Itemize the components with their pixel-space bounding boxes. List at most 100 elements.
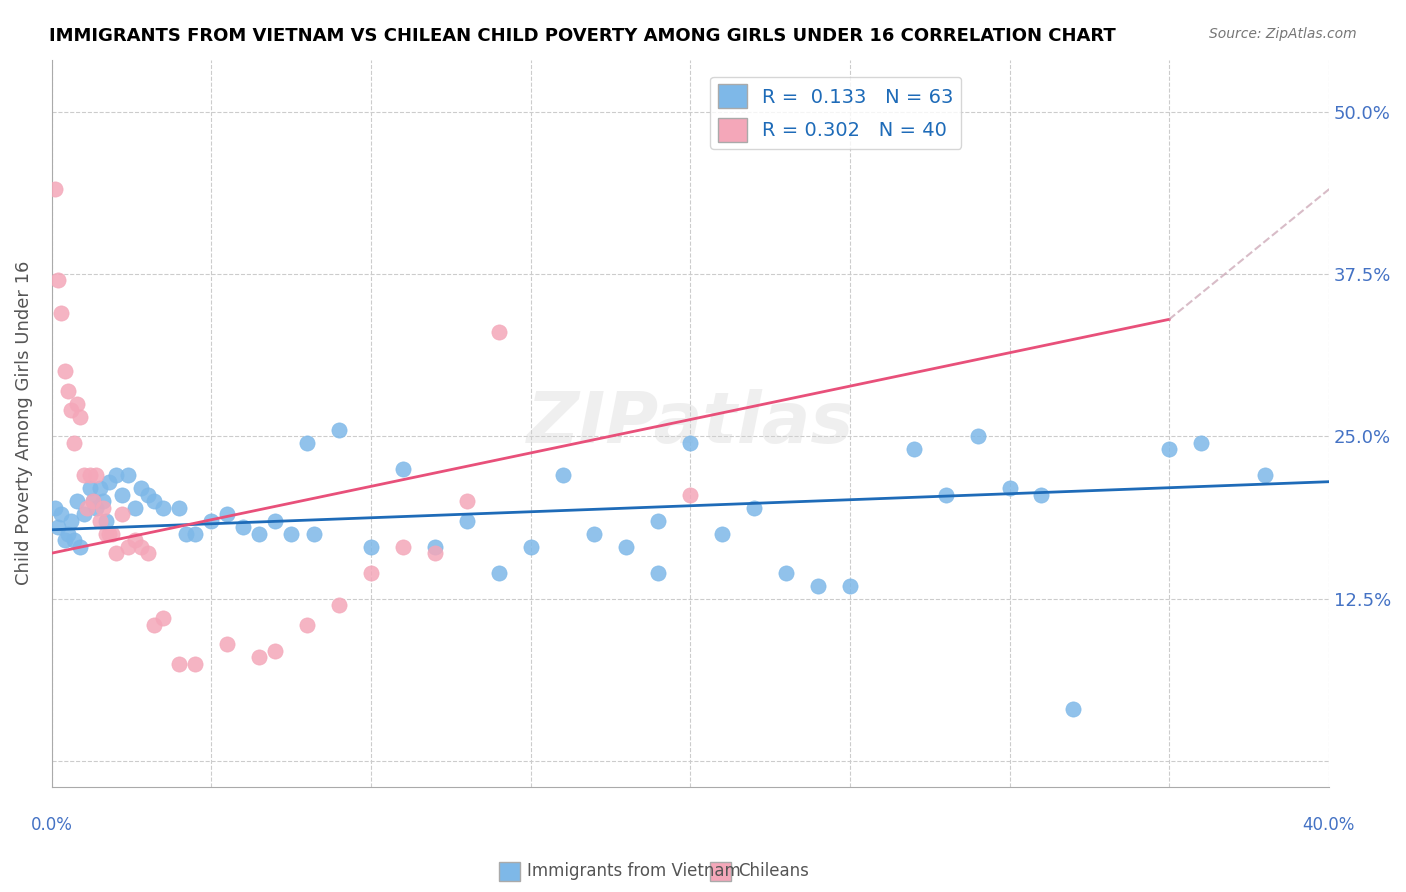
Point: [247, 526, 270, 541]
Text: ZIPatlas: ZIPatlas: [527, 389, 853, 458]
Legend: R =  0.133   N = 63, R = 0.302   N = 40: R = 0.133 N = 63, R = 0.302 N = 40: [710, 77, 962, 149]
Point: [232, 520, 254, 534]
Point: [44, 500, 66, 515]
Point: [86, 468, 108, 483]
Point: [66, 494, 89, 508]
Point: [98, 475, 121, 489]
Point: [124, 533, 146, 548]
Point: [94, 514, 117, 528]
Point: [488, 566, 510, 580]
Text: 40.0%: 40.0%: [1302, 816, 1355, 834]
Point: [46, 273, 69, 287]
Point: [82, 494, 104, 508]
Point: [136, 488, 159, 502]
Point: [69, 409, 91, 424]
Point: [328, 423, 350, 437]
Point: [69, 540, 91, 554]
Point: [302, 526, 325, 541]
Point: [360, 566, 382, 580]
Point: [1062, 702, 1084, 716]
Point: [82, 494, 104, 508]
Point: [295, 435, 318, 450]
Point: [935, 488, 957, 502]
Point: [59, 403, 82, 417]
Point: [142, 494, 165, 508]
Point: [679, 488, 702, 502]
Y-axis label: Child Poverty Among Girls Under 16: Child Poverty Among Girls Under 16: [15, 261, 32, 585]
Point: [44, 182, 66, 196]
Point: [104, 468, 127, 483]
Point: [742, 500, 765, 515]
Point: [59, 514, 82, 528]
Text: Source: ZipAtlas.com: Source: ZipAtlas.com: [1209, 27, 1357, 41]
Point: [295, 617, 318, 632]
Point: [519, 540, 541, 554]
Point: [98, 526, 121, 541]
Point: [89, 481, 111, 495]
Point: [264, 643, 287, 657]
Point: [360, 540, 382, 554]
Point: [152, 611, 174, 625]
Point: [423, 540, 446, 554]
Point: [1254, 468, 1277, 483]
Point: [217, 507, 239, 521]
Point: [551, 468, 574, 483]
Point: [200, 514, 222, 528]
Point: [184, 526, 207, 541]
Point: [392, 461, 415, 475]
Point: [91, 500, 114, 515]
Point: [101, 526, 124, 541]
Point: [1189, 435, 1212, 450]
Point: [217, 637, 239, 651]
Point: [66, 397, 89, 411]
Point: [184, 657, 207, 671]
Point: [117, 540, 139, 554]
Point: [174, 526, 197, 541]
Text: Chileans: Chileans: [738, 863, 808, 880]
Point: [91, 494, 114, 508]
Point: [488, 326, 510, 340]
Point: [51, 507, 73, 521]
Point: [104, 546, 127, 560]
Point: [647, 566, 669, 580]
Point: [711, 526, 734, 541]
Point: [423, 546, 446, 560]
Text: IMMIGRANTS FROM VIETNAM VS CHILEAN CHILD POVERTY AMONG GIRLS UNDER 16 CORRELATIO: IMMIGRANTS FROM VIETNAM VS CHILEAN CHILD…: [49, 27, 1116, 45]
Point: [76, 500, 98, 515]
Point: [94, 526, 117, 541]
Point: [142, 617, 165, 632]
Point: [63, 435, 86, 450]
Point: [111, 507, 134, 521]
Point: [169, 500, 191, 515]
Text: Immigrants from Vietnam: Immigrants from Vietnam: [527, 863, 741, 880]
Point: [838, 579, 860, 593]
Point: [328, 598, 350, 612]
Point: [280, 526, 302, 541]
Point: [124, 500, 146, 515]
Point: [966, 429, 988, 443]
Point: [169, 657, 191, 671]
Point: [392, 540, 415, 554]
Point: [111, 488, 134, 502]
Point: [136, 546, 159, 560]
Point: [583, 526, 606, 541]
Point: [247, 650, 270, 665]
Point: [63, 533, 86, 548]
Point: [79, 481, 101, 495]
Point: [117, 468, 139, 483]
Point: [56, 526, 79, 541]
Point: [129, 540, 152, 554]
Point: [79, 468, 101, 483]
Point: [456, 494, 478, 508]
Point: [807, 579, 830, 593]
Point: [46, 520, 69, 534]
Point: [775, 566, 797, 580]
Point: [1031, 488, 1053, 502]
Point: [53, 533, 76, 548]
Point: [56, 384, 79, 398]
Point: [89, 514, 111, 528]
Point: [998, 481, 1021, 495]
Point: [903, 442, 925, 457]
Point: [1159, 442, 1181, 457]
Point: [73, 468, 96, 483]
